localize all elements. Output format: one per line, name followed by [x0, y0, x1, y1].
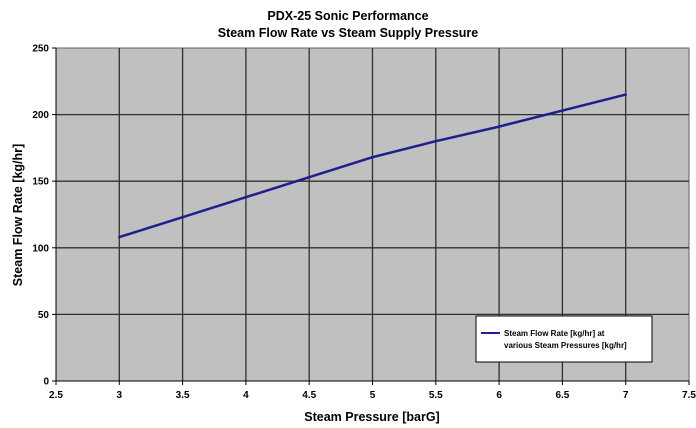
y-tick-label: 0: [43, 377, 49, 388]
y-axis-label: Steam Flow Rate [kg/hr]: [11, 144, 25, 286]
data-point: [434, 139, 438, 143]
y-tick-label: 200: [32, 110, 49, 121]
x-tick-label: 7: [623, 390, 629, 401]
x-tick-label: 3: [117, 390, 123, 401]
series-layer: [118, 93, 627, 239]
legend-box: [475, 315, 653, 363]
x-tick-label: 2.5: [49, 390, 63, 401]
x-tick-label: 5.5: [429, 390, 443, 401]
x-tick-label: 6.5: [555, 390, 569, 401]
data-point: [371, 155, 374, 159]
data-point: [181, 215, 184, 219]
data-point: [307, 175, 311, 179]
y-tick-label: 150: [32, 177, 49, 188]
x-tick-label: 3.5: [176, 390, 190, 401]
x-tick-label: 6: [496, 390, 502, 401]
legend-label-line-2: various Steam Pressures [kg/hr]: [504, 341, 627, 350]
legend: Steam Flow Rate [kg/hr] at various Steam…: [475, 315, 653, 363]
data-point: [118, 235, 121, 239]
data-point: [624, 93, 627, 96]
data-point: [497, 125, 501, 128]
y-tick-label: 50: [38, 310, 50, 321]
x-tick-label: 7.5: [682, 390, 696, 401]
data-point: [244, 195, 248, 199]
chart-title: PDX-25 Sonic Performance: [267, 9, 428, 23]
chart-subtitle: Steam Flow Rate vs Steam Supply Pressure: [218, 26, 479, 40]
x-tick-label: 4.5: [302, 390, 316, 401]
data-point: [561, 109, 564, 112]
x-tick-label: 4: [243, 390, 249, 401]
x-tick-label: 5: [370, 390, 376, 401]
x-axis-label: Steam Pressure [barG]: [304, 410, 439, 424]
axis-layer: 2.5 3 3.5 4 4.5 5 5.5 6 6.5 7 7.5 0 50 100 150 200 250: [32, 44, 696, 402]
legend-label-line-1: Steam Flow Rate [kg/hr] at: [504, 329, 605, 338]
y-tick-label: 100: [32, 243, 49, 254]
y-tick-label: 250: [32, 44, 49, 55]
